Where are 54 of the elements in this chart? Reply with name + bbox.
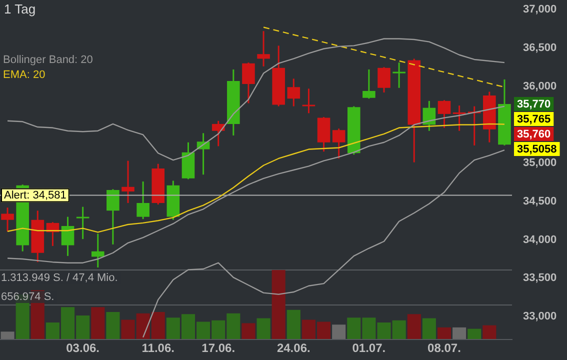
bar xyxy=(242,323,256,340)
candlestick xyxy=(332,128,346,160)
y-tick-label: 33,500 xyxy=(523,272,557,284)
chart-title: 1 Tag xyxy=(4,2,36,17)
bar xyxy=(452,327,466,340)
candlestick xyxy=(378,66,390,94)
x-tick-label: 17.06. xyxy=(202,341,236,356)
bar xyxy=(256,318,270,340)
candlestick xyxy=(106,188,120,246)
bar xyxy=(482,325,496,340)
text: 35,760 xyxy=(517,128,551,141)
candlestick xyxy=(61,216,74,257)
bar xyxy=(332,324,346,340)
y-tick-label: 34,000 xyxy=(523,234,557,246)
candlestick xyxy=(257,30,270,68)
text: Bollinger Band: 20 xyxy=(3,54,93,66)
candlestick xyxy=(438,99,451,129)
bar xyxy=(272,270,286,340)
ref-line-label: 1.313.949 S. / 47,4 Mio. xyxy=(1,272,118,284)
candlestick xyxy=(76,206,90,240)
x-tick-label: 11.06. xyxy=(142,341,174,356)
candlestick xyxy=(242,62,255,104)
x-tick-label: 03.06. xyxy=(66,341,100,356)
ref-line-label: Alert: 34,581 xyxy=(4,189,66,202)
y-tick-label: 36,000 xyxy=(523,80,557,92)
ref-line-label: 656.974 S. xyxy=(1,291,54,304)
candlestick xyxy=(1,206,14,232)
y-tick-label: 36,500 xyxy=(523,42,557,54)
x-tick-label: 08.07. xyxy=(428,341,461,356)
bar xyxy=(407,314,421,340)
candlestick xyxy=(287,78,300,108)
y-tick-label: 37,000 xyxy=(523,4,557,16)
text: 35,770 xyxy=(517,98,551,111)
text: 35,765 xyxy=(517,114,551,126)
candlestick xyxy=(122,160,134,204)
y-tick-label: 35,000 xyxy=(523,157,557,170)
bar xyxy=(106,312,120,340)
text: EMA: 20 xyxy=(3,69,46,82)
candlestick xyxy=(452,104,466,132)
x-tick-label: 24.06. xyxy=(276,341,310,356)
candlestick xyxy=(362,68,376,100)
candlestick xyxy=(91,232,104,268)
candlestick xyxy=(136,180,150,220)
y-tick-label: 34,500 xyxy=(523,195,557,208)
bar xyxy=(422,318,436,340)
bar xyxy=(91,307,105,340)
y-tick-label: 33,000 xyxy=(523,310,557,323)
bar xyxy=(286,310,300,340)
candlestick xyxy=(392,62,406,89)
bar xyxy=(437,327,452,340)
candlestick xyxy=(302,88,316,114)
candlestick xyxy=(212,120,225,147)
text: 35,5058 xyxy=(517,144,557,156)
x-tick-label: 01.07. xyxy=(352,341,386,356)
